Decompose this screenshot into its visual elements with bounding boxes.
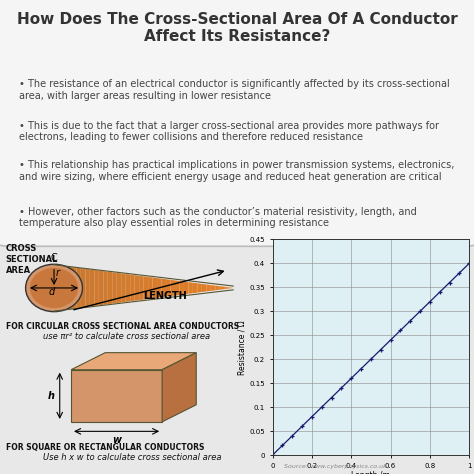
Text: • The resistance of an electrical conductor is significantly affected by its cro: • The resistance of an electrical conduc… xyxy=(18,79,449,100)
Text: r: r xyxy=(55,268,59,278)
Polygon shape xyxy=(81,268,85,308)
Polygon shape xyxy=(197,283,202,292)
Polygon shape xyxy=(171,280,175,296)
Polygon shape xyxy=(220,286,224,290)
Polygon shape xyxy=(166,279,171,297)
Polygon shape xyxy=(117,273,121,303)
Polygon shape xyxy=(162,279,166,297)
Text: w: w xyxy=(112,435,121,445)
Polygon shape xyxy=(184,282,188,294)
Polygon shape xyxy=(224,287,229,289)
Polygon shape xyxy=(162,353,196,422)
Polygon shape xyxy=(94,270,99,306)
Text: Use h x w to calculate cross sectional area: Use h x w to calculate cross sectional a… xyxy=(43,453,221,462)
Text: • However, other factors such as the conductor’s material resistivity, length, a: • However, other factors such as the con… xyxy=(18,207,416,228)
Text: d: d xyxy=(48,287,55,297)
Circle shape xyxy=(30,268,78,308)
Polygon shape xyxy=(108,272,112,304)
Polygon shape xyxy=(153,277,157,299)
Polygon shape xyxy=(206,284,211,292)
Text: h: h xyxy=(48,391,55,401)
Text: CROSS
SECTIONAL
AREA: CROSS SECTIONAL AREA xyxy=(6,244,58,275)
Polygon shape xyxy=(63,266,67,310)
Text: How Does The Cross-Sectional Area Of A Conductor
Affect Its Resistance?: How Does The Cross-Sectional Area Of A C… xyxy=(17,12,457,44)
Polygon shape xyxy=(54,264,58,311)
Y-axis label: Resistance / Ω: Resistance / Ω xyxy=(237,320,246,374)
Polygon shape xyxy=(112,272,117,304)
Polygon shape xyxy=(126,274,130,302)
Polygon shape xyxy=(71,353,196,370)
Text: FOR SQUARE OR RECTANGULAR CONDUCTORS: FOR SQUARE OR RECTANGULAR CONDUCTORS xyxy=(6,443,204,452)
Polygon shape xyxy=(157,278,162,298)
X-axis label: Length /m: Length /m xyxy=(351,472,391,474)
Polygon shape xyxy=(76,268,81,308)
Text: Source: www.cyberphysics.co.uk: Source: www.cyberphysics.co.uk xyxy=(284,464,387,469)
Polygon shape xyxy=(211,285,215,291)
Text: LENGTH: LENGTH xyxy=(143,291,187,301)
Polygon shape xyxy=(215,286,220,290)
Polygon shape xyxy=(90,269,94,307)
Polygon shape xyxy=(99,271,103,305)
Text: • This is due to the fact that a larger cross-sectional area provides more pathw: • This is due to the fact that a larger … xyxy=(18,121,438,143)
Polygon shape xyxy=(58,265,63,310)
Polygon shape xyxy=(85,269,90,307)
Polygon shape xyxy=(180,281,184,295)
FancyBboxPatch shape xyxy=(0,0,474,246)
Polygon shape xyxy=(202,284,206,292)
Polygon shape xyxy=(188,282,193,294)
Polygon shape xyxy=(193,283,197,293)
Circle shape xyxy=(26,264,82,312)
Polygon shape xyxy=(130,274,135,301)
Polygon shape xyxy=(67,266,72,310)
Polygon shape xyxy=(148,277,153,299)
Text: use πr² to calculate cross sectional area: use πr² to calculate cross sectional are… xyxy=(43,332,210,341)
Polygon shape xyxy=(72,267,76,309)
Polygon shape xyxy=(229,287,233,289)
Polygon shape xyxy=(135,275,139,301)
Text: C: C xyxy=(51,253,57,263)
Polygon shape xyxy=(121,273,126,302)
Polygon shape xyxy=(139,276,144,300)
Polygon shape xyxy=(144,276,148,300)
Polygon shape xyxy=(175,281,180,295)
Text: FOR CIRCULAR CROSS SECTIONAL AREA CONDUCTORS: FOR CIRCULAR CROSS SECTIONAL AREA CONDUC… xyxy=(6,322,239,331)
Polygon shape xyxy=(71,370,162,422)
Text: • This relationship has practical implications in power transmission systems, el: • This relationship has practical implic… xyxy=(18,160,454,182)
Polygon shape xyxy=(103,271,108,305)
